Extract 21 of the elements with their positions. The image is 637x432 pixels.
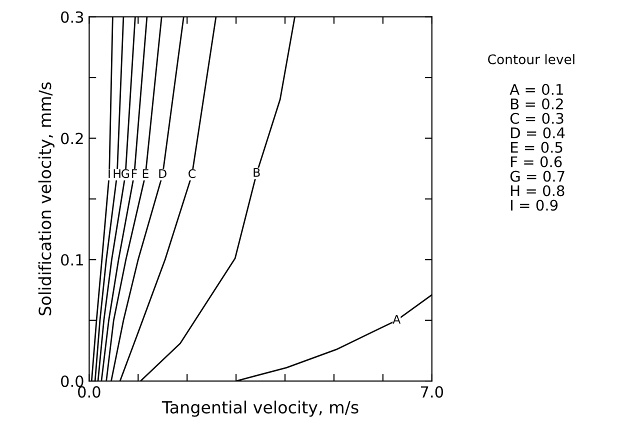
text: B = 0.2 <box>511 98 563 110</box>
series-label: H <box>114 169 120 178</box>
text: H = 0.8 <box>511 185 564 196</box>
series-label: G <box>121 169 130 178</box>
series-label: D <box>159 169 166 178</box>
y-tick-label: 0.1 <box>61 254 83 266</box>
x-axis-title: Tangential velocity, m/s <box>162 400 358 417</box>
y-axis-title: Solidification velocity, mm/s <box>38 82 54 316</box>
y-tick-label: 0.0 <box>61 375 84 388</box>
text: A = 0.1 <box>510 84 563 95</box>
y-tick-label: 0.3 <box>61 11 84 23</box>
text: F = 0.6 <box>511 156 562 168</box>
x-tick-label: 7.0 <box>420 386 444 398</box>
text: C = 0.3 <box>510 112 564 124</box>
series-label: C <box>188 169 196 178</box>
text: D = 0.4 <box>511 127 565 138</box>
y-tick-label: 0.2 <box>61 132 83 144</box>
legend-title: Contour level <box>488 54 574 64</box>
text: E = 0.5 <box>511 142 562 153</box>
text: G = 0.7 <box>510 170 564 182</box>
text: I = 0.9 <box>511 200 558 211</box>
